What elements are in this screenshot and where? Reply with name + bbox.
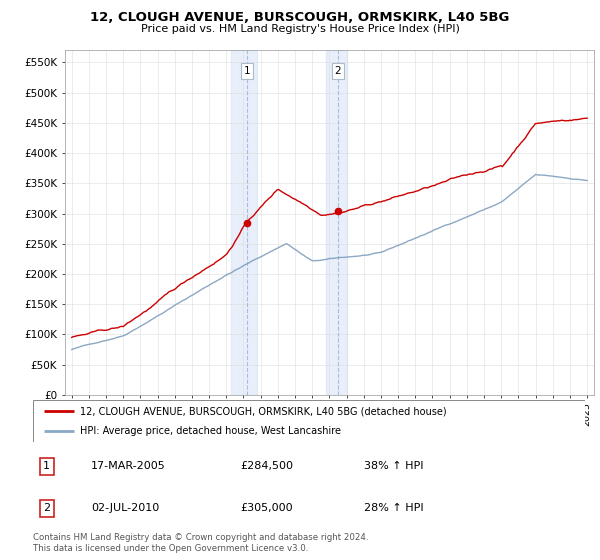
Text: 12, CLOUGH AVENUE, BURSCOUGH, ORMSKIRK, L40 5BG: 12, CLOUGH AVENUE, BURSCOUGH, ORMSKIRK, … — [91, 11, 509, 24]
Text: 1: 1 — [43, 461, 50, 471]
Text: 12, CLOUGH AVENUE, BURSCOUGH, ORMSKIRK, L40 5BG (detached house): 12, CLOUGH AVENUE, BURSCOUGH, ORMSKIRK, … — [80, 407, 446, 416]
Text: 17-MAR-2005: 17-MAR-2005 — [91, 461, 166, 471]
Text: Contains HM Land Registry data © Crown copyright and database right 2024.
This d: Contains HM Land Registry data © Crown c… — [33, 533, 368, 553]
Text: 1: 1 — [244, 66, 250, 76]
Text: HPI: Average price, detached house, West Lancashire: HPI: Average price, detached house, West… — [80, 427, 341, 436]
Text: £305,000: £305,000 — [240, 503, 293, 513]
Text: Price paid vs. HM Land Registry's House Price Index (HPI): Price paid vs. HM Land Registry's House … — [140, 24, 460, 34]
Text: 28% ↑ HPI: 28% ↑ HPI — [364, 503, 424, 513]
Text: 2: 2 — [43, 503, 50, 513]
Bar — [232, 50, 257, 395]
Text: £284,500: £284,500 — [240, 461, 293, 471]
Bar — [326, 50, 347, 395]
Text: 2: 2 — [335, 66, 341, 76]
FancyBboxPatch shape — [33, 400, 585, 442]
Text: 02-JUL-2010: 02-JUL-2010 — [91, 503, 159, 513]
Text: 38% ↑ HPI: 38% ↑ HPI — [364, 461, 424, 471]
